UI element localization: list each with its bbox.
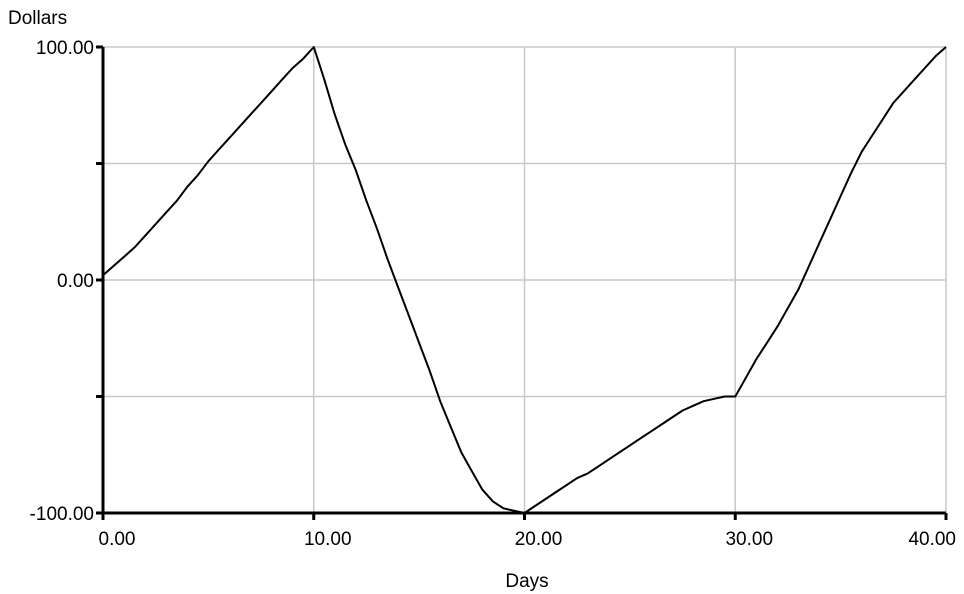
series-layer — [102, 46, 947, 514]
x-tick-label-1: 10.00 — [304, 529, 352, 550]
x-tick-label-4: 40.00 — [908, 529, 956, 550]
y-tick-labels: -100.00 0.00 100.00 — [30, 38, 94, 525]
x-tick-label-3: 30.00 — [725, 529, 773, 550]
x-axis-title: Days — [505, 571, 548, 592]
grid-lines — [103, 46, 947, 513]
x-tick-labels: 0.00 10.00 20.00 30.00 40.00 — [99, 529, 956, 550]
x-tick-label-0: 0.00 — [99, 529, 136, 550]
y-tick-label-0: -100.00 — [30, 504, 94, 525]
y-tick-label-4: 100.00 — [36, 38, 94, 59]
x-tick-label-2: 20.00 — [515, 529, 563, 550]
series-line-0 — [102, 46, 947, 514]
y-axis-title: Dollars — [8, 8, 67, 29]
tick-marks — [96, 45, 948, 520]
y-tick-label-2: 0.00 — [57, 271, 94, 292]
